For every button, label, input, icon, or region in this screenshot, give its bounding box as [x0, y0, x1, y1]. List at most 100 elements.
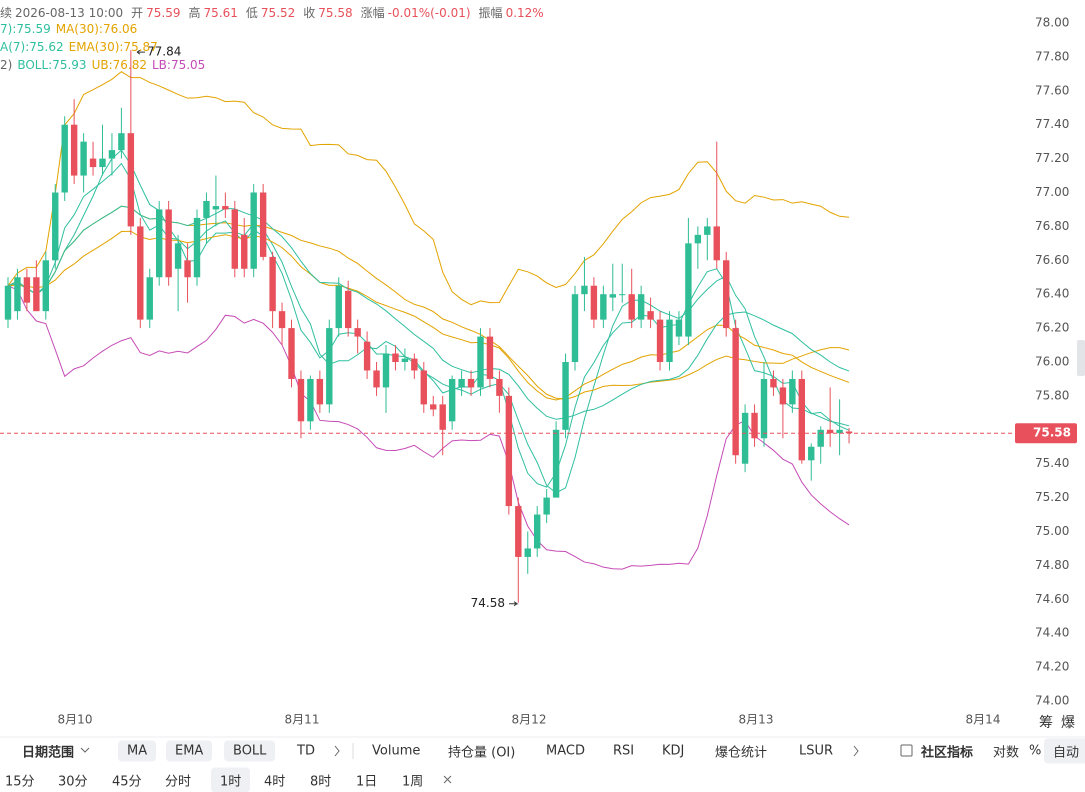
- header-item: 75.61: [203, 6, 238, 20]
- legend-item: A(7):75.62: [0, 40, 64, 54]
- toolbar-item[interactable]: 爆仓统计: [715, 745, 768, 761]
- candle-body: [637, 294, 645, 320]
- candle-body: [99, 158, 106, 168]
- candle-body: [439, 404, 446, 430]
- toolbar-item[interactable]: TD: [297, 743, 315, 759]
- candle-body: [70, 124, 78, 176]
- candle-body: [127, 133, 135, 227]
- candle-body: [52, 192, 59, 261]
- y-tick-label: 76.40: [1035, 287, 1069, 301]
- header-item: 续: [0, 6, 13, 20]
- candle-body: [326, 328, 333, 405]
- chevron-down[interactable]: [80, 747, 90, 753]
- annotation: 74.58: [471, 596, 505, 610]
- header-item: 75.59: [146, 6, 181, 20]
- ma7-line: [7, 149, 850, 494]
- toolbar-item[interactable]: 社区指标: [921, 745, 974, 761]
- legend-item: LB:75.05: [151, 58, 206, 72]
- toolbar-item[interactable]: 对数: [993, 745, 1020, 761]
- ema30-line: [7, 230, 850, 401]
- timeframe-item[interactable]: 45分: [112, 774, 142, 790]
- y-tick-label: 75.00: [1035, 524, 1069, 538]
- toolbar-item[interactable]: EMA: [166, 740, 213, 762]
- timeframe-item[interactable]: 15分: [5, 774, 35, 790]
- x-tick-label: 8月12: [512, 713, 547, 727]
- candle-body: [751, 412, 758, 439]
- close-icon[interactable]: [443, 775, 452, 784]
- header-item: -0.01%(-0.01): [387, 6, 471, 20]
- toolbar-item[interactable]: KDJ: [662, 743, 685, 759]
- candle-body: [675, 319, 683, 337]
- toolbar-item[interactable]: RSI: [613, 743, 635, 759]
- toolbar-item[interactable]: %: [1029, 743, 1042, 759]
- toolbar-item[interactable]: Volume: [372, 743, 421, 759]
- chart: 74.00 74.20 74.40 74.60 74.80 75.00 75.20 75.40…: [0, 16, 1085, 731]
- candle-body: [845, 431, 853, 434]
- timeframe-item[interactable]: 1周: [402, 774, 424, 790]
- legend-item: EMA(30):75.87: [68, 40, 158, 54]
- timeframe-item[interactable]: 1日: [356, 774, 378, 790]
- header-item: 75.52: [260, 6, 296, 20]
- toolbar-item[interactable]: 自动: [1044, 738, 1085, 764]
- candle-body: [760, 378, 768, 439]
- candle-body: [704, 226, 711, 235]
- candle-body: [401, 358, 409, 362]
- timeframe-item[interactable]: 4时: [264, 774, 286, 790]
- candle-body: [732, 328, 739, 456]
- y-tick-label: 76.20: [1035, 321, 1069, 335]
- edit-icon[interactable]: [900, 744, 913, 757]
- side-tab: 筹: [1039, 714, 1053, 731]
- side-tab: 爆: [1061, 715, 1075, 731]
- candle-body: [543, 497, 550, 515]
- candle-body: [156, 209, 163, 278]
- toolbar-item[interactable]: 日期范围: [22, 745, 75, 761]
- candle-body: [713, 226, 720, 261]
- toolbar-item[interactable]: MA: [118, 740, 157, 762]
- candle-body: [89, 158, 97, 168]
- candle-body: [108, 150, 116, 159]
- y-tick-label: 77.00: [1035, 185, 1069, 199]
- candle-body: [278, 311, 286, 329]
- x-tick-label: 8月13: [739, 713, 774, 727]
- y-tick-label: 74.20: [1035, 660, 1069, 674]
- candle-body: [184, 260, 191, 278]
- indicator-legend: 7):75.59 MA(30):76.06: [0, 22, 142, 36]
- y-tick-label: 77.60: [1035, 83, 1069, 97]
- candle-body: [363, 341, 371, 371]
- header-item: 涨幅: [360, 6, 385, 20]
- legend-item: UB:76.82: [91, 58, 147, 72]
- timeframe-item[interactable]: 分时: [165, 774, 192, 790]
- x-tick-label: 8月11: [285, 713, 320, 727]
- timeframe-item[interactable]: 8时: [310, 774, 332, 790]
- boll-lb-line: [7, 285, 850, 570]
- toolbar-item[interactable]: 持仓量 (OI): [448, 745, 516, 761]
- candle-body: [307, 378, 314, 422]
- toolbar-item[interactable]: LSUR: [799, 743, 834, 759]
- toolbar-item[interactable]: BOLL: [224, 740, 276, 762]
- header-item: 低: [245, 6, 258, 20]
- annotation: 77.84: [147, 45, 181, 59]
- candle-body: [496, 378, 503, 396]
- candle-body: [571, 294, 579, 362]
- chevron-right[interactable]: [853, 745, 859, 757]
- candle-body: [373, 370, 380, 388]
- header-item: 75.58: [318, 6, 353, 20]
- candle-body: [458, 378, 465, 388]
- candle-body: [118, 133, 125, 151]
- candle-body: [534, 514, 541, 549]
- indicator-legend: A(7):75.62 EMA(30):75.87: [0, 40, 163, 54]
- timeframe-item[interactable]: 30分: [58, 774, 88, 790]
- side-handle[interactable]: [1077, 340, 1085, 376]
- candle-body: [42, 260, 49, 312]
- header-item: 高: [188, 6, 201, 20]
- legend-item: 7):75.59: [0, 22, 51, 36]
- chevron-right[interactable]: [334, 745, 340, 757]
- candle-body: [552, 429, 560, 498]
- toolbar-item[interactable]: MACD: [546, 743, 585, 759]
- candle-body: [231, 209, 238, 269]
- candle-body: [241, 234, 248, 269]
- header-item: 开: [131, 6, 144, 20]
- timeframe-item[interactable]: 1时: [211, 767, 251, 792]
- candle-body: [694, 234, 702, 244]
